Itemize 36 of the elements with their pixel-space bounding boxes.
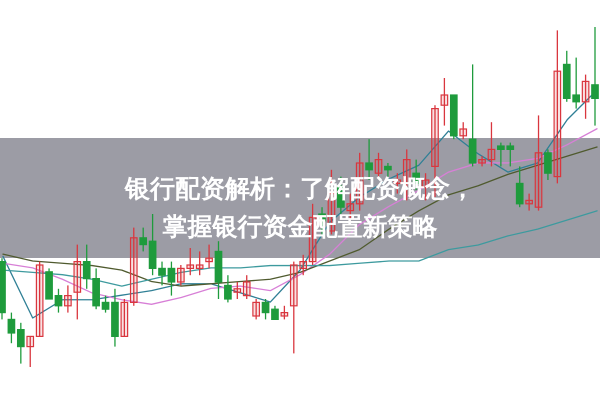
candlestick xyxy=(384,162,392,178)
candlestick xyxy=(582,74,590,120)
candlestick xyxy=(73,244,82,320)
candlestick xyxy=(176,264,185,286)
candlestick xyxy=(36,260,44,338)
candlestick xyxy=(233,281,242,300)
candlestick xyxy=(205,244,213,270)
candlestick xyxy=(64,284,72,314)
candlestick xyxy=(252,298,260,320)
candlestick xyxy=(544,148,552,181)
candlestick xyxy=(82,244,91,290)
candlestick xyxy=(299,254,308,276)
candlestick xyxy=(242,274,251,300)
candlestick xyxy=(506,142,514,168)
candlestick xyxy=(139,226,148,252)
candlestick xyxy=(26,336,34,368)
candlestick xyxy=(196,250,204,276)
candlestick xyxy=(497,142,505,168)
candlestick xyxy=(572,56,580,110)
candlestick xyxy=(290,260,298,354)
candlestick xyxy=(374,152,382,178)
candlestick xyxy=(554,30,562,184)
candlestick xyxy=(478,156,486,168)
candlestick xyxy=(591,26,599,126)
candlestick xyxy=(488,122,496,168)
candlestick xyxy=(186,247,194,276)
candlestick xyxy=(516,166,524,208)
candlestick xyxy=(525,192,533,212)
candlestick xyxy=(468,64,476,168)
candlestick xyxy=(224,274,232,304)
candlestick xyxy=(459,122,468,140)
candlestick xyxy=(534,114,542,212)
candlestick xyxy=(130,226,138,306)
candlestick xyxy=(280,305,288,320)
candlestick xyxy=(120,298,128,338)
candlestick xyxy=(440,77,448,126)
